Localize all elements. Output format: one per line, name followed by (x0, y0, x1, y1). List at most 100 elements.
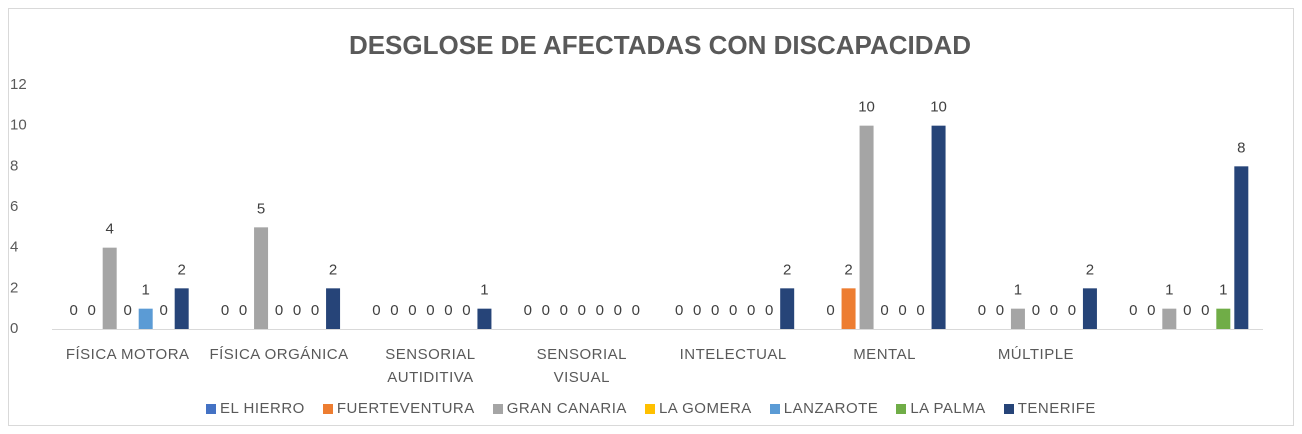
chart-title: DESGLOSE DE AFECTADAS CON DISCAPACIDAD (349, 30, 971, 60)
data-label: 0 (996, 302, 1004, 319)
bar (780, 288, 795, 329)
legend-swatch (769, 403, 780, 414)
x-tick-label: INTELECTUAL (679, 346, 787, 363)
legend-item: LANZAROTE (769, 400, 879, 417)
data-label: 0 (542, 302, 550, 319)
bar (254, 227, 269, 329)
data-label: 2 (329, 261, 337, 278)
x-tick-label: SENSORIAL VISUAL (536, 346, 627, 386)
y-tick-label: 4 (10, 239, 18, 256)
legend-swatch (1003, 403, 1014, 414)
legend-label: LANZAROTE (783, 400, 879, 417)
data-label: 0 (1201, 302, 1209, 319)
bar (931, 125, 946, 330)
bar (1162, 308, 1177, 329)
y-tick-label: 12 (10, 76, 27, 93)
bar (138, 308, 153, 329)
data-label: 0 (765, 302, 773, 319)
data-label: 0 (916, 302, 924, 319)
bar (174, 288, 189, 329)
legend-swatch (492, 403, 503, 414)
data-label: 0 (293, 302, 301, 319)
data-label: 0 (239, 302, 247, 319)
y-tick-label: 2 (10, 279, 18, 296)
legend-label: FUERTEVENTURA (336, 400, 475, 417)
data-label: 0 (880, 302, 888, 319)
bar (1082, 288, 1097, 329)
legend-item: LA PALMA (896, 400, 985, 417)
legend-label: GRAN CANARIA (506, 400, 627, 417)
data-label: 10 (858, 99, 875, 116)
data-label: 5 (257, 200, 265, 217)
data-label: 0 (711, 302, 719, 319)
legend-item: EL HIERRO (206, 400, 305, 417)
bar (326, 288, 341, 329)
legend-label: LA GOMERA (658, 400, 752, 417)
data-label: 0 (390, 302, 398, 319)
x-tick-label: MÚLTIPLE (997, 346, 1075, 363)
data-label: 0 (578, 302, 586, 319)
data-label: 0 (372, 302, 380, 319)
bar (841, 288, 856, 329)
data-label: 0 (160, 302, 168, 319)
data-label: 0 (70, 302, 78, 319)
data-label: 1 (1014, 282, 1022, 299)
data-label: 0 (614, 302, 622, 319)
data-label: 1 (142, 282, 150, 299)
data-label: 2 (783, 261, 791, 278)
bar (859, 125, 874, 330)
bar (1216, 308, 1231, 329)
data-label: 0 (596, 302, 604, 319)
data-label: 0 (88, 302, 96, 319)
data-label: 2 (844, 261, 852, 278)
data-label: 0 (221, 302, 229, 319)
bar (1234, 166, 1249, 329)
legend-item: FUERTEVENTURA (322, 400, 475, 417)
data-label: 10 (930, 99, 947, 116)
legend-item: TENERIFE (1003, 400, 1096, 417)
data-label: 0 (124, 302, 132, 319)
legend-label: LA PALMA (910, 400, 986, 417)
data-label: 0 (729, 302, 737, 319)
legend-swatch (896, 403, 907, 414)
data-label: 0 (632, 302, 640, 319)
data-label: 0 (1032, 302, 1040, 319)
legend-item: LA GOMERA (644, 400, 752, 417)
data-label: 0 (275, 302, 283, 319)
data-label: 2 (178, 261, 186, 278)
data-label: 1 (480, 282, 488, 299)
data-label: 0 (426, 302, 434, 319)
y-tick-label: 0 (10, 320, 18, 337)
legend-label: EL HIERRO (220, 400, 305, 417)
x-tick-label: FÍSICA ORGÁNICA (209, 346, 349, 363)
data-label: 0 (1183, 302, 1191, 319)
chart-border (8, 8, 1294, 426)
y-tick-label: 6 (10, 198, 18, 215)
data-label: 0 (747, 302, 755, 319)
data-label: 0 (826, 302, 834, 319)
y-tick-label: 8 (10, 157, 18, 174)
bar (102, 247, 117, 329)
data-label: 8 (1237, 139, 1245, 156)
data-label: 2 (1086, 261, 1094, 278)
data-label: 0 (1129, 302, 1137, 319)
bar (477, 308, 492, 329)
legend-swatch (206, 403, 217, 414)
data-label: 0 (978, 302, 986, 319)
data-label: 0 (444, 302, 452, 319)
x-tick-label: SENSORIAL AUTIDITIVA (385, 346, 476, 386)
data-label: 0 (1068, 302, 1076, 319)
x-tick-label: FÍSICA MOTORA (65, 346, 190, 363)
legend: EL HIERRO FUERTEVENTURA GRAN CANARIA LA GOM… (0, 400, 1302, 417)
data-label: 0 (1147, 302, 1155, 319)
data-label: 4 (106, 221, 114, 238)
data-label: 0 (462, 302, 470, 319)
data-label: 0 (408, 302, 416, 319)
legend-item: GRAN CANARIA (492, 400, 627, 417)
data-label: 1 (1165, 282, 1173, 299)
x-tick-label: MENTAL (853, 346, 916, 363)
data-label: 0 (898, 302, 906, 319)
legend-label: TENERIFE (1017, 400, 1096, 417)
